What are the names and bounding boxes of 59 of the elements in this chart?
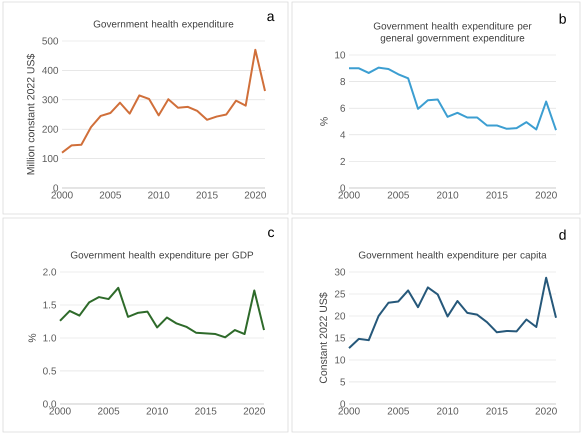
x-tick-label: 2010 [146, 408, 168, 415]
x-tick-label: 2010 [437, 192, 458, 199]
y-tick-label: 300 [42, 96, 58, 104]
x-tick-label: 2000 [51, 192, 73, 199]
text: b [560, 14, 566, 24]
x-tick-label: 2000 [49, 408, 71, 415]
y-tick-label: 1.0 [43, 334, 56, 342]
y-axis-title: % [320, 117, 328, 126]
y-axis-title: % [28, 334, 36, 342]
y-tick-label: 25 [334, 290, 346, 298]
line-series [61, 48, 266, 154]
y-tick-label: 5 [340, 378, 346, 386]
y-tick-label: 0.5 [43, 367, 56, 375]
x-tick-label: 2020 [244, 408, 265, 415]
y-tick-label: 400 [42, 66, 58, 74]
text: a [267, 14, 274, 22]
chart-title: Government health expenditure per GDP [70, 251, 254, 260]
chart-title: Government health expenditure per capita [358, 251, 547, 260]
x-tick-label: 2010 [437, 408, 458, 415]
y-tick-label: 10 [335, 356, 346, 364]
line-series [348, 276, 558, 350]
y-tick-label: 2 [340, 158, 345, 165]
y-tick-label: 4 [340, 131, 346, 138]
y-tick-label: 500 [42, 37, 58, 45]
x-tick-label: 2015 [196, 192, 218, 199]
chart-title: Government health expenditure per general government expenditure [374, 22, 532, 44]
x-tick-label: 2020 [536, 192, 557, 199]
x-tick-label: 2005 [100, 192, 122, 199]
y-tick-label: 200 [42, 126, 58, 133]
x-tick-label: 2005 [388, 192, 409, 199]
text: d [559, 230, 566, 240]
y-tick-label: 20 [334, 312, 346, 320]
y-axis-title: Constant 2022 US$ [319, 292, 328, 384]
x-tick-label: 2010 [148, 192, 170, 199]
y-tick-label: 10 [335, 51, 346, 59]
x-tick-label: 2015 [486, 192, 508, 199]
x-tick-label: 2020 [536, 408, 557, 415]
y-tick-label: 0 [340, 400, 346, 408]
x-tick-label: 2005 [98, 408, 120, 415]
y-tick-label: 0 [340, 184, 346, 192]
text: c [268, 229, 274, 238]
chart-title: Government health expenditure [94, 20, 234, 30]
y-tick-label: 6 [340, 104, 346, 112]
y-tick-label: 0 [53, 184, 58, 192]
x-tick-label: 2015 [486, 408, 508, 415]
y-tick-label: 15 [335, 334, 346, 342]
y-tick-label: 30 [334, 268, 346, 276]
x-tick-label: 2020 [244, 192, 266, 199]
y-tick-label: 2.0 [43, 268, 56, 276]
y-axis-title: Million constant 2022 US$ [26, 54, 36, 174]
x-tick-label: 2005 [388, 408, 409, 415]
x-tick-label: 2000 [338, 192, 360, 199]
line-series [348, 66, 558, 132]
y-tick-label: 8 [340, 78, 346, 86]
x-tick-label: 2015 [195, 408, 216, 415]
y-tick-label: 100 [42, 155, 58, 162]
x-tick-label: 2000 [338, 408, 360, 415]
y-tick-label: 0.0 [43, 400, 56, 408]
y-tick-label: 1.5 [43, 302, 56, 308]
